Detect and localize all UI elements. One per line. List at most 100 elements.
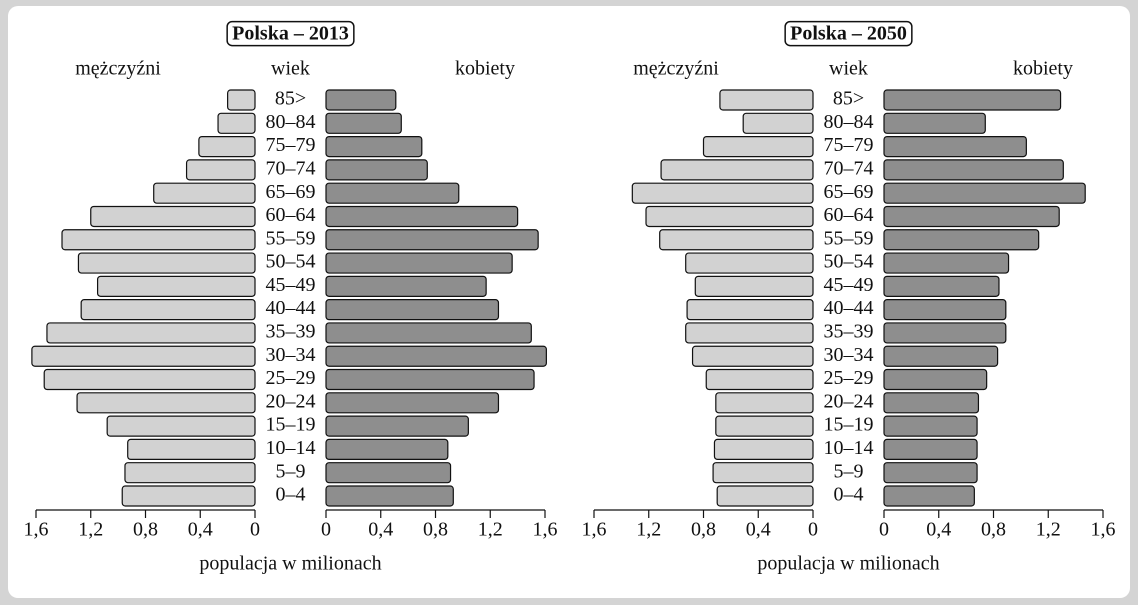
bar <box>883 182 1086 204</box>
bar <box>716 485 814 507</box>
category-label: 30–34 <box>266 344 316 366</box>
x-tick-label: 0,4 <box>746 519 771 541</box>
legend-label: mężczyźni <box>75 58 161 80</box>
category-label: 5–9 <box>276 460 306 482</box>
bar <box>713 438 814 461</box>
category-label: 25–29 <box>824 367 874 389</box>
bar <box>883 345 999 367</box>
bar <box>883 112 986 134</box>
category-label: 5–9 <box>834 460 864 482</box>
bar <box>712 462 814 484</box>
bar <box>325 275 487 297</box>
bar <box>631 182 814 204</box>
legend-label: mężczyźni <box>633 58 719 80</box>
bar <box>185 159 256 181</box>
bar <box>715 415 814 437</box>
bar <box>325 299 500 321</box>
bar <box>80 299 256 321</box>
panel <box>8 6 1130 598</box>
bar <box>883 392 980 414</box>
bar <box>883 438 978 461</box>
bar <box>46 322 256 344</box>
bar <box>325 229 539 251</box>
bar <box>77 252 256 274</box>
category-label: 80–84 <box>266 111 316 133</box>
x-tick-label: 1,2 <box>1036 519 1061 541</box>
x-tick-label: 0 <box>808 519 818 541</box>
category-label: 20–24 <box>824 390 874 412</box>
x-tick-label: 0 <box>250 519 260 541</box>
bar <box>325 322 532 344</box>
category-label: 45–49 <box>824 274 874 296</box>
bar <box>325 182 460 204</box>
bar <box>325 462 452 484</box>
x-tick-label: 0 <box>321 519 331 541</box>
bar <box>325 368 535 391</box>
x-tick-label: 0,4 <box>188 519 213 541</box>
x-tick-label: 1,6 <box>24 519 49 541</box>
bar <box>124 462 256 484</box>
category-label: 55–59 <box>824 227 874 249</box>
x-tick-label: 1,2 <box>636 519 661 541</box>
bar <box>325 89 397 111</box>
category-label: 0–4 <box>834 484 864 506</box>
bar <box>685 252 814 274</box>
bar <box>659 229 814 251</box>
category-label: 85> <box>275 88 306 110</box>
bar <box>883 368 988 391</box>
bar <box>325 252 513 274</box>
bar <box>645 205 814 228</box>
category-label: 30–34 <box>824 344 874 366</box>
bar <box>90 205 256 228</box>
category-label: 10–14 <box>824 437 874 459</box>
category-label: 50–54 <box>266 251 316 273</box>
bar <box>883 299 1007 321</box>
category-label: 40–44 <box>824 297 874 319</box>
x-axis-title: populacja w milionach <box>757 553 939 575</box>
bar <box>883 159 1064 181</box>
bar <box>106 415 256 437</box>
bar <box>325 205 519 228</box>
bar <box>883 252 1010 274</box>
category-label: 65–69 <box>266 181 316 203</box>
x-axis-title: populacja w milionach <box>199 553 381 575</box>
legend-label: kobiety <box>455 58 515 80</box>
bar <box>705 368 814 391</box>
category-label: 35–39 <box>824 321 874 343</box>
category-label: 70–74 <box>266 157 316 179</box>
bar <box>702 135 814 158</box>
x-tick-label: 1,2 <box>478 519 503 541</box>
x-tick-label: 0 <box>879 519 889 541</box>
x-tick-label: 1,6 <box>1091 519 1116 541</box>
category-label: 50–54 <box>824 251 874 273</box>
bar <box>719 89 814 111</box>
bar <box>325 112 402 134</box>
category-label: 25–29 <box>266 367 316 389</box>
category-label: 60–64 <box>824 204 874 226</box>
title-box <box>226 20 355 47</box>
bar <box>325 392 500 414</box>
chart-title: Polska – 2013 <box>232 23 349 45</box>
bar <box>121 485 256 507</box>
bar <box>198 135 256 158</box>
x-tick-label: 0,4 <box>926 519 951 541</box>
category-label: 85> <box>833 88 864 110</box>
bar <box>691 345 814 367</box>
bar <box>325 135 423 158</box>
category-axis-title: wiek <box>829 58 868 80</box>
bar <box>883 135 1027 158</box>
x-tick-label: 0,8 <box>981 519 1006 541</box>
bar <box>883 322 1007 344</box>
bar <box>96 275 256 297</box>
bar <box>883 205 1060 228</box>
category-label: 65–69 <box>824 181 874 203</box>
bar <box>883 415 978 437</box>
category-label: 45–49 <box>266 274 316 296</box>
bar <box>325 438 449 461</box>
bar <box>883 275 1000 297</box>
category-label: 60–64 <box>266 204 316 226</box>
bar <box>61 229 256 251</box>
category-axis-title: wiek <box>271 58 310 80</box>
bar <box>685 322 814 344</box>
